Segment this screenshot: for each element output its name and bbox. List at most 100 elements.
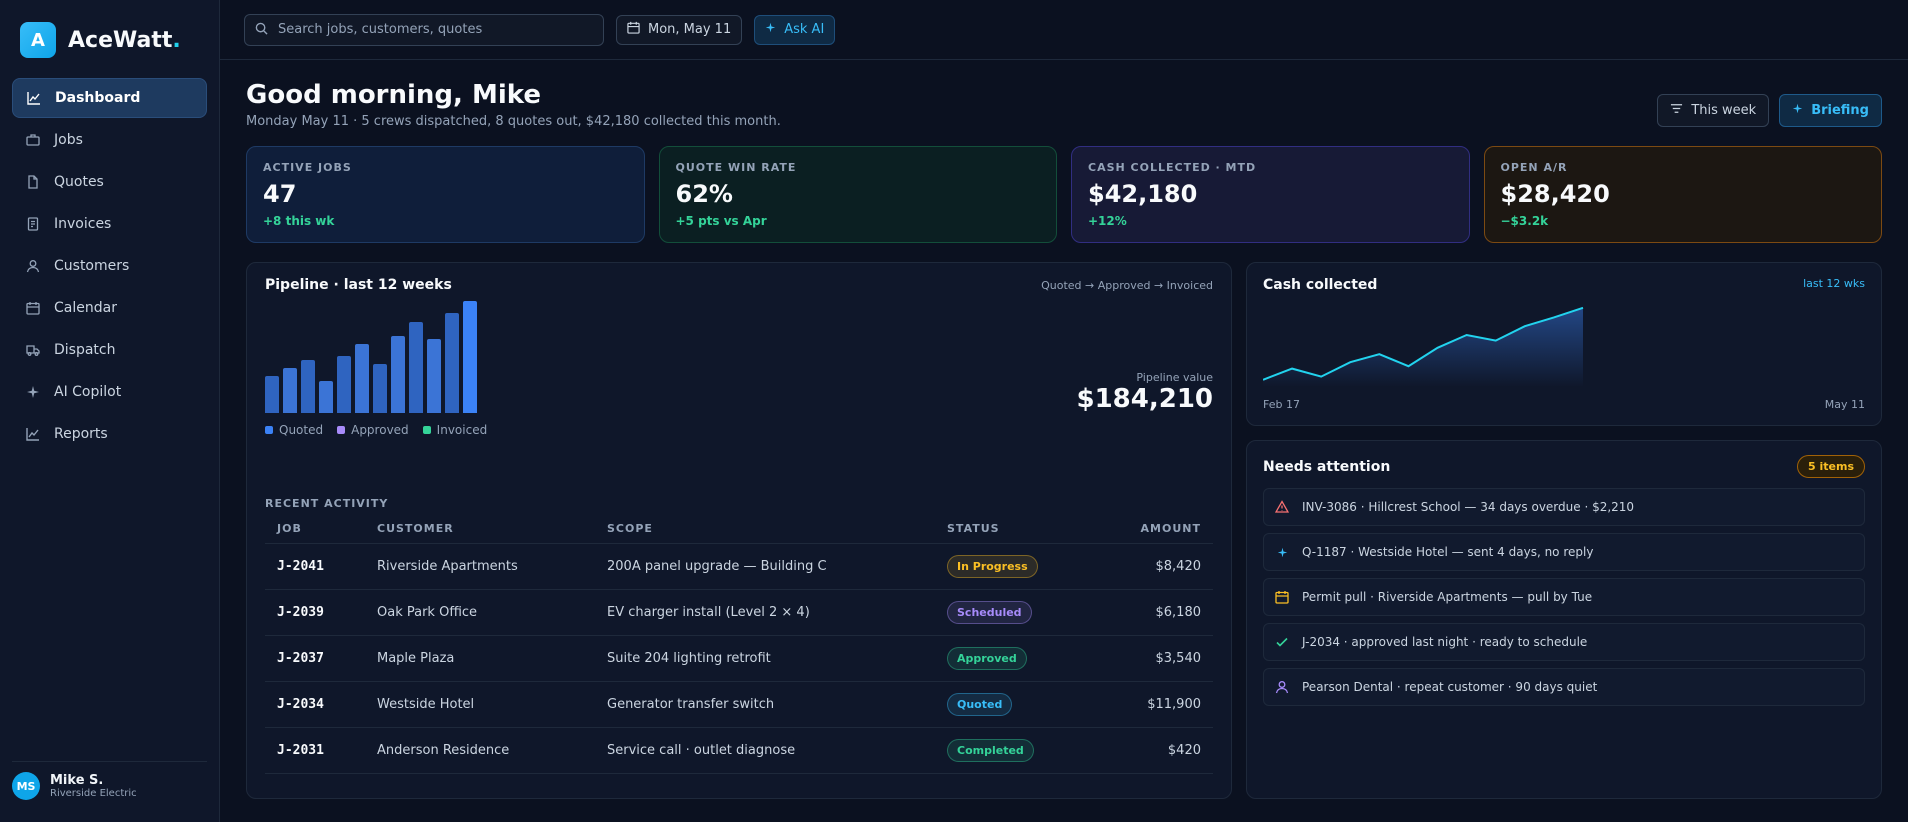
pipeline-bar[interactable] <box>463 301 477 413</box>
cash-axis-start: Feb 17 <box>1263 398 1300 411</box>
sidebar-item-reports[interactable]: Reports <box>12 414 207 454</box>
column-header-status[interactable]: STATUS <box>935 522 1096 544</box>
pipeline-value: $184,210 <box>1076 384 1213 414</box>
pipeline-bar[interactable] <box>409 322 423 413</box>
customer-name: Anderson Residence <box>365 727 595 774</box>
sidebar-item-label: Jobs <box>54 132 83 148</box>
chart-line-icon <box>27 91 41 105</box>
sidebar-item-label: Reports <box>54 426 108 442</box>
attention-item[interactable]: INV-3086 · Hillcrest School — 34 days ov… <box>1263 488 1865 526</box>
sidebar-item-customers[interactable]: Customers <box>12 246 207 286</box>
job-id[interactable]: J-2031 <box>265 727 365 774</box>
sidebar-item-jobs[interactable]: Jobs <box>12 120 207 160</box>
customer-name: Oak Park Office <box>365 589 595 636</box>
kpi-label: ACTIVE JOBS <box>263 161 352 174</box>
kpi-card-quote-win-rate[interactable]: QUOTE WIN RATE 62% +5 pts vs Apr <box>658 146 1057 243</box>
kpi-label: OPEN A/R <box>1500 161 1568 174</box>
table-row[interactable]: J-2037 Maple Plaza Suite 204 lighting re… <box>265 635 1213 682</box>
truck-icon <box>26 343 40 357</box>
calendar-icon <box>26 301 40 315</box>
date-picker-button[interactable]: Mon, May 11 <box>616 14 743 45</box>
job-amount: $8,420 <box>1095 543 1213 590</box>
attention-item[interactable]: Permit pull · Riverside Apartments — pul… <box>1263 578 1865 616</box>
pipeline-bar[interactable] <box>427 339 441 413</box>
pipeline-legend: Quoted Approved Invoiced <box>265 423 1213 437</box>
avatar: MS <box>12 772 40 800</box>
kpi-value: $28,420 <box>1500 180 1610 208</box>
job-amount: $11,900 <box>1095 681 1213 728</box>
attention-item-text: J-2034 · approved last night · ready to … <box>1302 635 1588 649</box>
job-id[interactable]: J-2041 <box>265 543 365 590</box>
status-badge: In Progress <box>947 555 1038 578</box>
pipeline-bar[interactable] <box>319 381 333 413</box>
column-header-job[interactable]: JOB <box>265 522 365 544</box>
job-amount: $6,180 <box>1095 589 1213 636</box>
search-input[interactable] <box>278 22 578 37</box>
this-week-filter-button[interactable]: This week <box>1657 94 1770 127</box>
column-header-customer[interactable]: CUSTOMER <box>365 522 595 544</box>
pipeline-bar[interactable] <box>391 336 405 413</box>
table-row[interactable]: J-2039 Oak Park Office EV charger instal… <box>265 589 1213 636</box>
date-label: Mon, May 11 <box>648 22 732 37</box>
sparkle-icon <box>26 385 40 399</box>
sidebar-item-ai-copilot[interactable]: AI Copilot <box>12 372 207 412</box>
calendar-icon <box>1274 590 1290 604</box>
pipeline-panel: Pipeline · last 12 weeks Quoted → Approv… <box>246 262 1232 799</box>
sidebar-item-quotes[interactable]: Quotes <box>12 162 207 202</box>
sidebar-item-label: Dashboard <box>55 90 141 106</box>
status-badge: Quoted <box>947 693 1013 716</box>
sidebar-item-calendar[interactable]: Calendar <box>12 288 207 328</box>
column-header-amount[interactable]: AMOUNT <box>1095 522 1213 544</box>
kpi-card-active-jobs[interactable]: ACTIVE JOBS 47 +8 this wk <box>246 146 645 243</box>
column-header-scope[interactable]: SCOPE <box>595 522 935 544</box>
pipeline-bar[interactable] <box>301 360 315 413</box>
pipeline-bar[interactable] <box>355 344 369 413</box>
cash-line-chart <box>1263 306 1584 387</box>
ask-ai-button[interactable]: Ask AI <box>754 14 836 45</box>
kpi-card-cash-collected[interactable]: CASH COLLECTED · MTD $42,180 +12% <box>1071 146 1470 243</box>
job-scope: Generator transfer switch <box>595 681 935 728</box>
job-id[interactable]: J-2034 <box>265 681 365 728</box>
table-row[interactable]: J-2041 Riverside Apartments 200A panel u… <box>265 543 1213 590</box>
legend-item-quoted: Quoted <box>265 423 323 437</box>
app-logo[interactable]: A AceWatt. <box>12 22 207 58</box>
status-cell: Approved <box>935 635 1096 682</box>
briefing-button[interactable]: Briefing <box>1779 94 1882 127</box>
pipeline-bar[interactable] <box>445 313 459 413</box>
pipeline-flow-label: Quoted → Approved → Invoiced <box>1041 278 1213 292</box>
sidebar-item-dashboard[interactable]: Dashboard <box>12 78 207 118</box>
attention-item[interactable]: J-2034 · approved last night · ready to … <box>1263 623 1865 661</box>
kpi-delta: +5 pts vs Apr <box>675 214 767 228</box>
kpi-card-open-ar[interactable]: OPEN A/R $28,420 −$3.2k <box>1483 146 1882 243</box>
kpi-value: 47 <box>263 180 297 208</box>
pipeline-bar[interactable] <box>373 364 387 413</box>
briefcase-icon <box>26 133 40 147</box>
briefing-label: Briefing <box>1811 103 1869 118</box>
cash-range-link[interactable]: last 12 wks <box>1803 277 1865 290</box>
pipeline-bar[interactable] <box>283 368 297 413</box>
warning-icon <box>1274 500 1290 514</box>
topbar: Mon, May 11 Ask AI <box>220 0 1908 60</box>
cash-axis-end: May 11 <box>1824 398 1865 411</box>
attention-item-text: Permit pull · Riverside Apartments — pul… <box>1302 590 1593 604</box>
sidebar-item-dispatch[interactable]: Dispatch <box>12 330 207 370</box>
pipeline-value-label: Pipeline value <box>1136 371 1213 384</box>
pipeline-value-block: Pipeline value $184,210 <box>1076 371 1213 414</box>
job-id[interactable]: J-2039 <box>265 589 365 636</box>
pipeline-bar[interactable] <box>265 376 279 413</box>
kpi-value: 62% <box>675 180 733 208</box>
page-subtitle: Monday May 11 · 5 crews dispatched, 8 qu… <box>246 114 781 129</box>
main-content: Mon, May 11 Ask AI Good morning, Mike Mo… <box>220 0 1908 822</box>
attention-item-text: Q-1187 · Westside Hotel — sent 4 days, n… <box>1302 545 1594 559</box>
attention-item[interactable]: Pearson Dental · repeat customer · 90 da… <box>1263 668 1865 706</box>
filter-label: This week <box>1691 103 1757 118</box>
kpi-delta: +8 this wk <box>263 214 335 228</box>
pipeline-bar[interactable] <box>337 356 351 413</box>
table-row[interactable]: J-2031 Anderson Residence Service call ·… <box>265 727 1213 774</box>
sidebar-item-invoices[interactable]: Invoices <box>12 204 207 244</box>
user-profile[interactable]: MS Mike S. Riverside Electric <box>12 761 207 800</box>
job-id[interactable]: J-2037 <box>265 635 365 682</box>
table-row[interactable]: J-2034 Westside Hotel Generator transfer… <box>265 681 1213 728</box>
attention-item[interactable]: Q-1187 · Westside Hotel — sent 4 days, n… <box>1263 533 1865 571</box>
user-icon <box>26 259 40 273</box>
